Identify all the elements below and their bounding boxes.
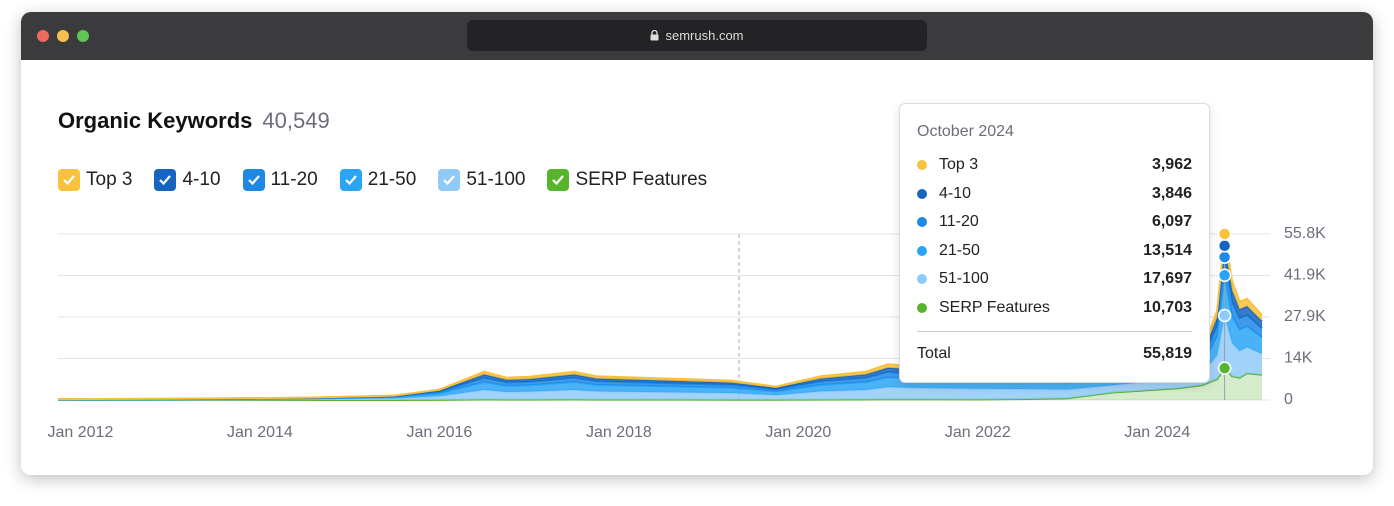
header: Organic Keywords 40,549: [58, 108, 330, 134]
x-tick-label: Jan 2018: [586, 424, 652, 441]
tooltip-label: Top 3: [939, 156, 979, 173]
tooltip-value: 3,962: [1151, 156, 1192, 173]
tooltip-dot: [917, 160, 927, 170]
tooltip-value: 13,514: [1143, 241, 1192, 259]
x-tick-label: Jan 2022: [945, 424, 1011, 441]
y-tick-label: 55.8K: [1284, 225, 1326, 242]
series-line: [57, 233, 1263, 401]
tooltip-row: 51-100 17,697: [917, 270, 1192, 288]
tooltip-dot: [917, 302, 927, 313]
minimize-button[interactable]: [57, 30, 69, 42]
tooltip-total-value: 55,819: [1143, 345, 1192, 362]
tooltip-label: SERP Features: [939, 298, 1050, 316]
legend-label: 11-20: [270, 169, 318, 190]
close-button[interactable]: [37, 30, 49, 42]
tooltip-label: 21-50: [939, 241, 980, 259]
legend-checkbox[interactable]: [242, 169, 265, 191]
title-bar: semrush.com: [21, 12, 1373, 60]
x-tick-label: Jan 2020: [765, 424, 831, 441]
legend-label: 21-50: [367, 169, 417, 190]
url-text: semrush.com: [665, 28, 744, 43]
legend-label: 4-10: [182, 169, 221, 190]
address-bar[interactable]: semrush.com: [467, 20, 927, 51]
legend-checkbox[interactable]: [154, 169, 177, 191]
tooltip-separator: [917, 331, 1192, 332]
header-count: 40,549: [262, 108, 330, 133]
tooltip-row: 4-10 3,846: [917, 185, 1192, 203]
tooltip-row: 21-50 13,514: [917, 242, 1192, 260]
legend-label: Top 3: [86, 169, 133, 190]
legend-item[interactable]: SERP Features: [547, 169, 707, 191]
legend-item[interactable]: 21-50: [339, 169, 417, 191]
x-tick-label: Jan 2016: [406, 424, 472, 441]
check-icon: [247, 175, 260, 186]
area: [58, 368, 1262, 400]
y-tick-label: 14K: [1284, 350, 1313, 367]
legend: Top 3 4-10 11-20 21-50 51-100 SERP Features: [58, 169, 707, 191]
tooltip-dot: [917, 188, 927, 199]
hover-point: [1217, 227, 1232, 241]
tooltip-label: 11-20: [939, 213, 979, 230]
zoom-button[interactable]: [77, 30, 89, 42]
check-icon: [552, 175, 565, 186]
hover-point: [1217, 250, 1232, 264]
check-icon: [63, 175, 75, 186]
header-title: Organic Keywords: [58, 108, 253, 133]
hover-point: [1217, 268, 1232, 283]
tooltip-label: 51-100: [939, 270, 989, 287]
tooltip-row: 11-20 6,097: [917, 213, 1192, 231]
tooltip-value: 10,703: [1143, 298, 1192, 316]
x-tick-label: Jan 2012: [48, 424, 114, 441]
check-icon: [344, 175, 357, 186]
tooltip-row: SERP Features 10,703: [917, 299, 1192, 317]
tooltip-dot: [917, 274, 927, 284]
lock-icon: [650, 30, 659, 41]
y-tick-label: 41.9K: [1284, 267, 1326, 284]
tooltip-total-label: Total: [917, 345, 951, 362]
tooltip-value: 3,846: [1151, 184, 1192, 202]
tooltip-total-row: Total 55,819: [917, 345, 1192, 363]
tooltip-row: Top 3 3,962: [917, 156, 1192, 174]
legend-label: 51-100: [466, 169, 526, 190]
hover-point: [1217, 238, 1232, 253]
series-line: [58, 366, 1263, 401]
legend-item[interactable]: 11-20: [242, 169, 318, 191]
legend-item[interactable]: 51-100: [438, 169, 525, 191]
legend-label: SERP Features: [575, 169, 708, 190]
tooltip: October 2024 Top 3 3,962 4-10 3,846 11-20 6,0…: [899, 103, 1210, 383]
legend-item[interactable]: 4-10: [154, 169, 221, 191]
tooltip-value: 6,097: [1151, 213, 1192, 230]
legend-checkbox[interactable]: [547, 169, 570, 191]
y-tick-label: 27.9K: [1284, 308, 1326, 325]
tooltip-label: 4-10: [939, 184, 972, 202]
hover-point: [1217, 308, 1232, 323]
tooltip-dot: [917, 245, 927, 256]
legend-item[interactable]: Top 3: [58, 169, 132, 191]
tooltip-dot: [917, 217, 927, 227]
x-tick-label: Jan 2014: [227, 424, 293, 441]
x-tick-label: Jan 2024: [1124, 424, 1190, 441]
tooltip-title: October 2024: [917, 123, 1014, 140]
hover-point: [1217, 361, 1232, 375]
legend-checkbox[interactable]: [339, 169, 362, 191]
tooltip-value: 17,697: [1143, 270, 1192, 287]
legend-checkbox[interactable]: [58, 169, 80, 191]
check-icon: [443, 175, 456, 186]
check-icon: [159, 175, 172, 186]
y-tick-label: 0: [1284, 391, 1293, 408]
legend-checkbox[interactable]: [438, 169, 461, 191]
